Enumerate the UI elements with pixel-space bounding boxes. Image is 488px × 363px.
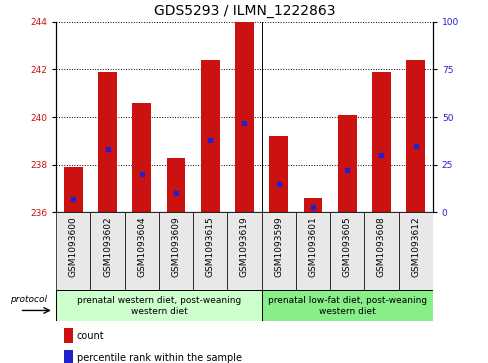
Text: prenatal western diet, post-weaning
western diet: prenatal western diet, post-weaning west… — [77, 296, 241, 315]
Bar — [159, 212, 193, 290]
Text: GSM1093600: GSM1093600 — [69, 216, 78, 277]
Text: GSM1093608: GSM1093608 — [376, 216, 385, 277]
Bar — [398, 212, 432, 290]
Text: GSM1093599: GSM1093599 — [274, 216, 283, 277]
Bar — [261, 290, 432, 321]
Text: percentile rank within the sample: percentile rank within the sample — [77, 352, 242, 363]
Bar — [371, 72, 390, 212]
Text: prenatal low-fat diet, post-weaning
western diet: prenatal low-fat diet, post-weaning west… — [267, 296, 426, 315]
Bar — [303, 198, 322, 212]
Bar — [337, 115, 356, 212]
Text: protocol: protocol — [10, 294, 47, 303]
Text: count: count — [77, 331, 104, 341]
Text: GSM1093612: GSM1093612 — [410, 216, 419, 277]
Bar — [56, 290, 261, 321]
Bar — [132, 103, 151, 212]
Bar — [98, 72, 117, 212]
Bar — [406, 60, 424, 212]
Bar — [235, 19, 253, 212]
Bar — [201, 60, 219, 212]
Bar — [364, 212, 398, 290]
Text: GSM1093602: GSM1093602 — [103, 216, 112, 277]
Text: GSM1093619: GSM1093619 — [240, 216, 248, 277]
Text: GSM1093615: GSM1093615 — [205, 216, 214, 277]
Bar — [63, 350, 73, 363]
Bar — [329, 212, 364, 290]
Text: GSM1093605: GSM1093605 — [342, 216, 351, 277]
Bar — [261, 212, 295, 290]
Bar — [90, 212, 124, 290]
Bar — [269, 136, 287, 212]
Text: GSM1093601: GSM1093601 — [308, 216, 317, 277]
Bar — [64, 167, 82, 212]
Text: GSM1093609: GSM1093609 — [171, 216, 180, 277]
Title: GDS5293 / ILMN_1222863: GDS5293 / ILMN_1222863 — [153, 4, 335, 18]
Bar — [124, 212, 159, 290]
Bar — [193, 212, 227, 290]
Bar — [295, 212, 329, 290]
Text: GSM1093604: GSM1093604 — [137, 216, 146, 277]
Bar — [56, 212, 90, 290]
Bar — [166, 158, 185, 212]
Bar — [227, 212, 261, 290]
Bar — [63, 328, 73, 343]
